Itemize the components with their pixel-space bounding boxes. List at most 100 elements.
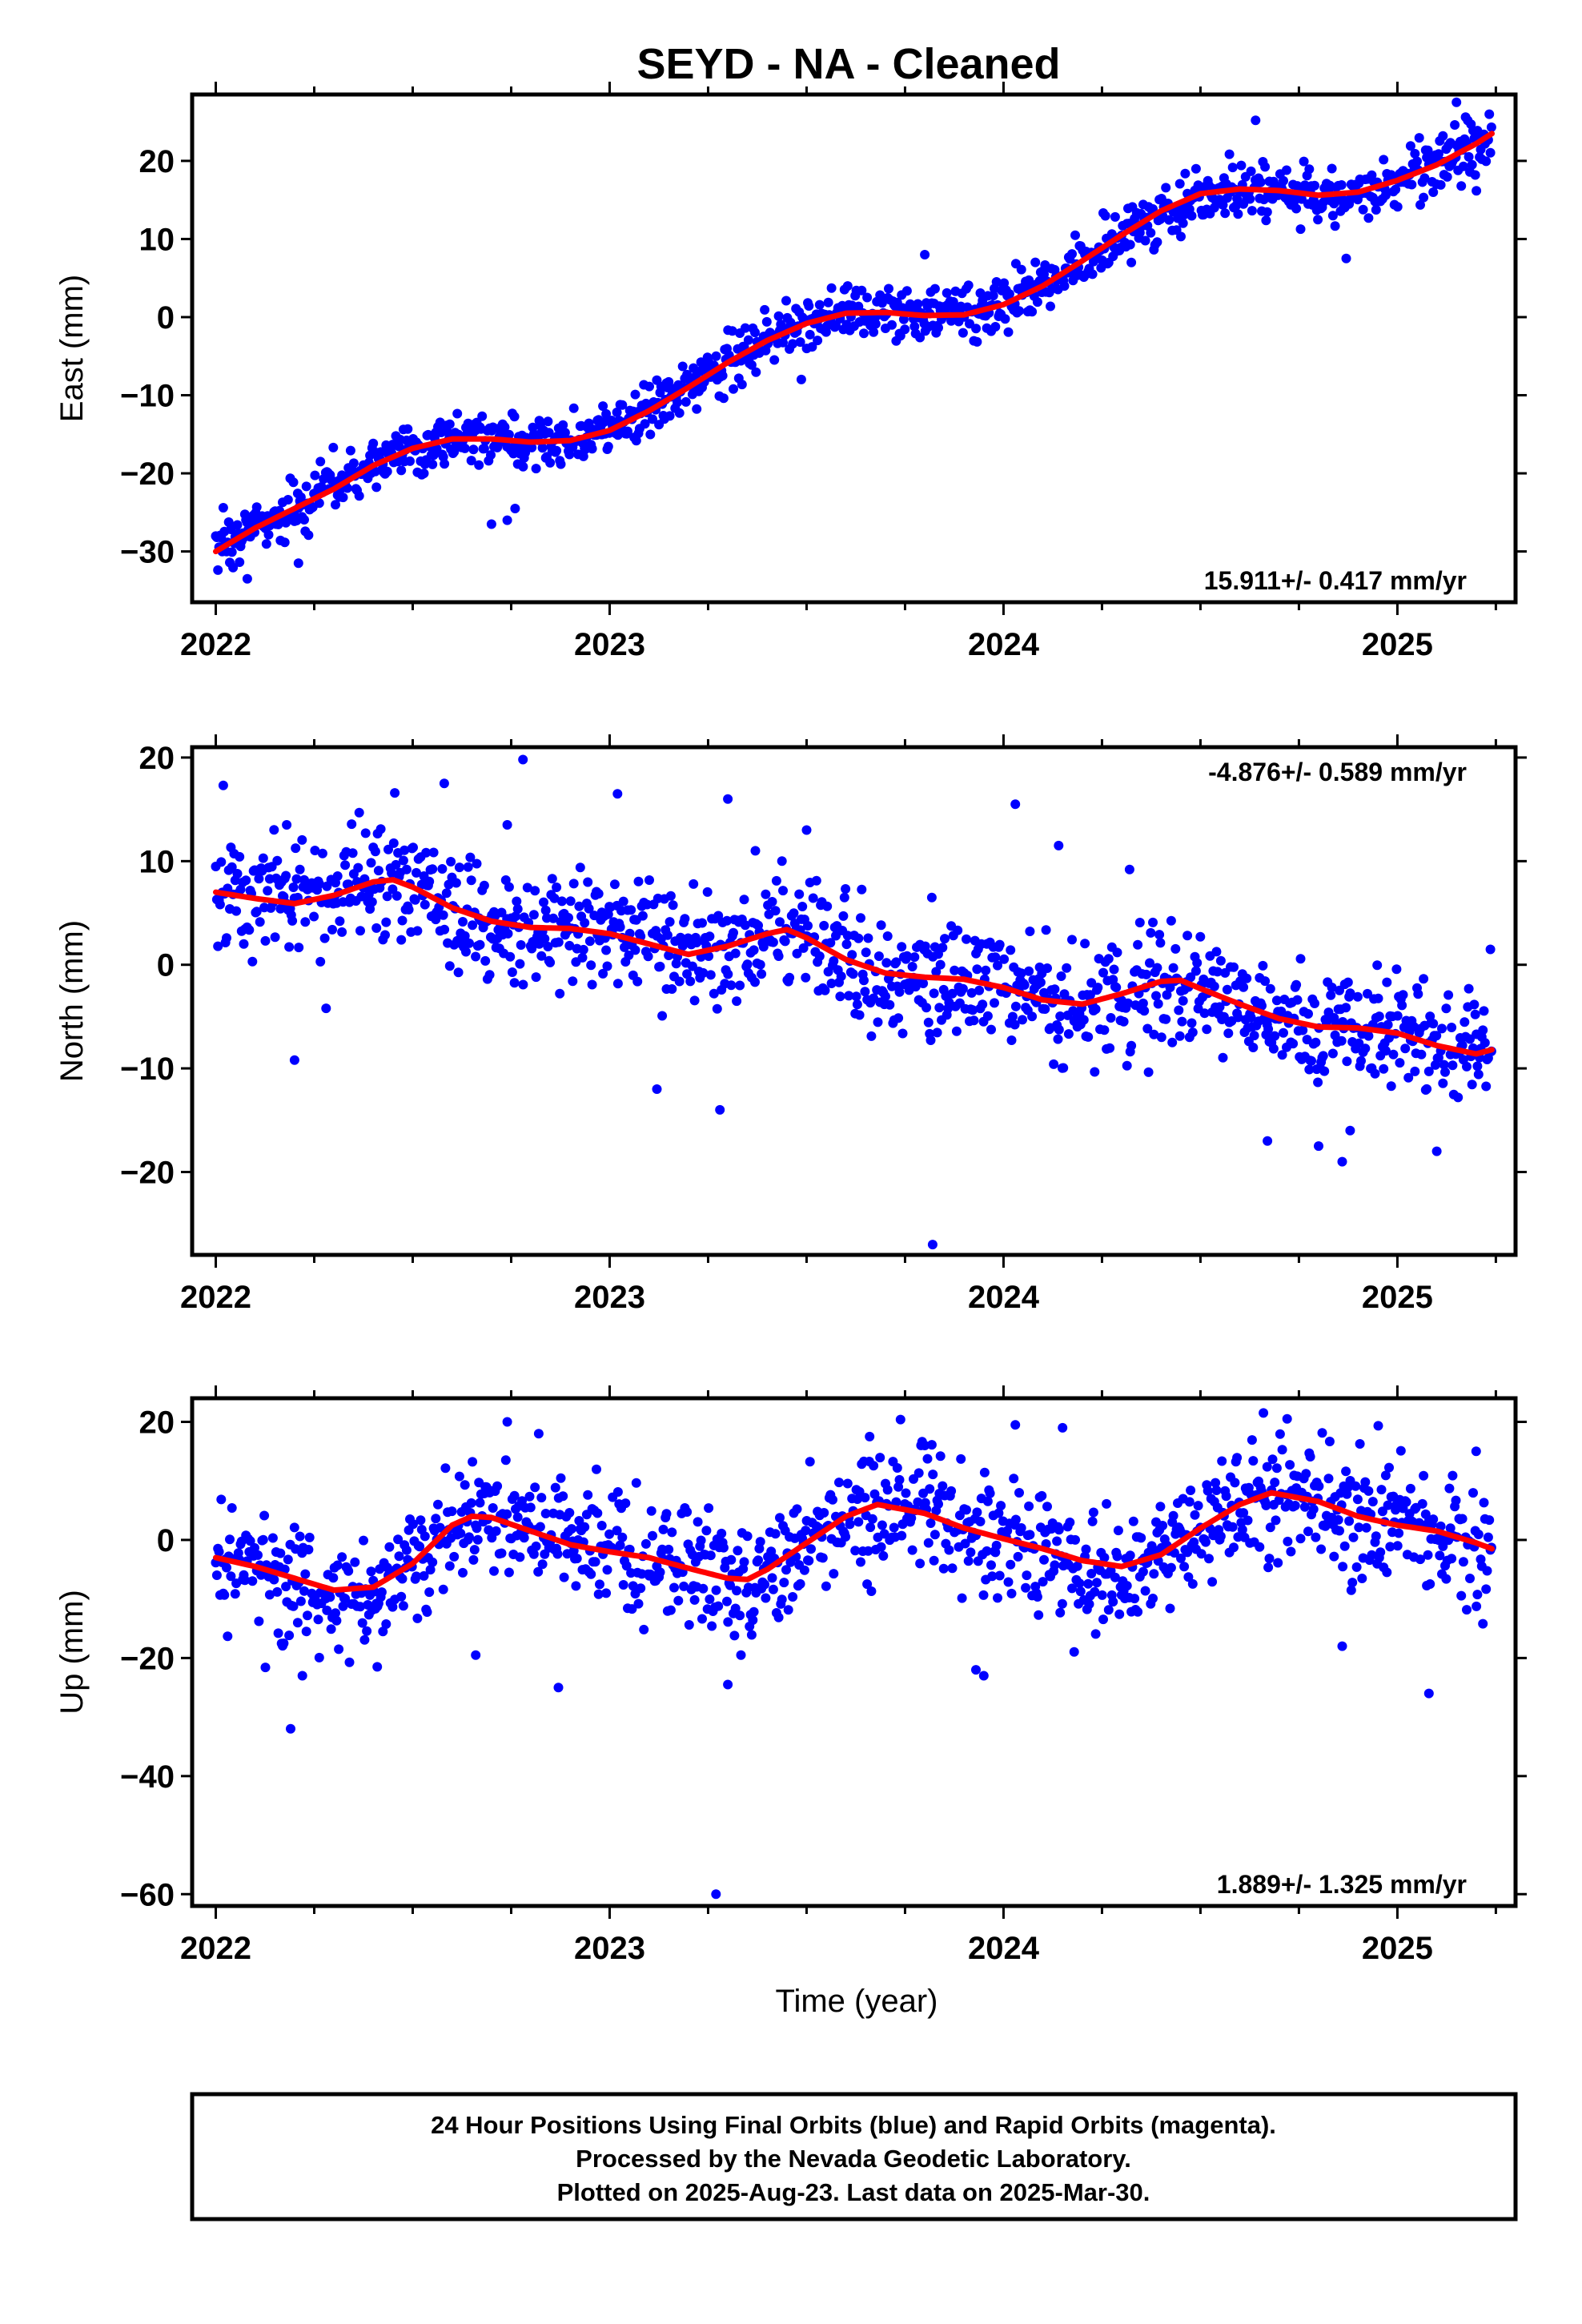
east-data-point [805,329,815,340]
north-data-point [1395,1058,1405,1068]
east-data-point [1003,327,1014,337]
north-data-point [926,1035,936,1045]
east-data-point [303,530,314,541]
north-data-point [966,987,977,998]
north-data-point [1042,963,1052,973]
up-data-point [397,1574,408,1584]
up-data-point [1179,1562,1190,1572]
north-outlier-point [518,754,528,765]
north-data-point [1453,1092,1464,1103]
up-outlier-point [1282,1413,1292,1424]
up-data-point [264,1590,275,1600]
north-data-point [509,978,520,988]
east-data-point [288,477,299,488]
up-data-point [1075,1586,1086,1597]
up-data-point [258,1534,268,1545]
east-outlier-point [486,519,496,529]
north-data-point [540,905,551,915]
north-data-point [798,943,809,953]
north-data-point [852,999,862,1010]
east-data-point [558,420,568,430]
north-data-point [726,980,737,991]
up-data-point [726,1554,737,1565]
up-data-point [496,1548,507,1558]
east-data-point [1024,275,1034,285]
up-data-point [1052,1536,1062,1546]
east-data-point [1484,109,1495,119]
north-data-point [612,979,623,989]
north-data-point [1460,1017,1470,1027]
up-data-point [1108,1597,1118,1607]
north-data-point [1398,990,1408,1000]
up-data-point [1435,1550,1445,1561]
east-data-point [315,456,326,467]
east-data-point [1456,181,1467,191]
up-data-point [488,1503,498,1513]
up-data-point [761,1593,771,1603]
up-data-point [860,1493,870,1503]
north-data-point [1156,1032,1166,1043]
north-data-point [1041,925,1051,935]
up-data-point [530,1482,540,1493]
north-data-point [1443,990,1454,1000]
east-data-point [1067,249,1077,259]
up-y-tick-label: −60 [120,1877,175,1912]
up-data-point [1419,1470,1429,1481]
north-data-point [1212,967,1223,977]
north-data-point [1257,1000,1267,1011]
up-data-point [355,1602,365,1612]
north-data-point [1318,1051,1328,1061]
up-data-point [1193,1501,1203,1511]
east-data-point [1126,257,1137,267]
north-data-point [1018,1015,1027,1025]
north-data-point [1050,984,1060,995]
up-data-point [466,1498,476,1508]
up-data-point [1285,1460,1295,1470]
up-data-point [938,1481,948,1491]
up-data-point [1367,1497,1378,1507]
east-data-point [1282,165,1291,175]
north-data-point [854,1010,865,1020]
up-outlier-point [502,1417,512,1427]
east-data-point [1014,306,1024,316]
north-data-point [866,1031,877,1041]
east-data-point [1110,211,1120,222]
east-data-point [900,324,910,335]
up-data-point [444,1561,455,1571]
north-data-point [1035,977,1046,987]
north-outlier-point [1431,1146,1442,1156]
east-data-point [1392,202,1403,212]
up-data-point [960,1538,970,1549]
east-data-point [718,393,729,404]
north-data-point [771,875,781,886]
east-x-tick-label: 2023 [574,627,645,662]
up-data-point [894,1474,905,1485]
north-data-point [1380,1046,1391,1056]
north-data-point [1258,960,1268,971]
north-data-point [819,920,829,931]
footer-box: 24 Hour Positions Using Final Orbits (bl… [190,2092,1518,2221]
up-data-point [326,1624,336,1634]
up-data-point [1483,1532,1493,1542]
north-data-point [291,843,301,854]
north-data-point [1098,967,1108,978]
east-data-point [314,498,324,509]
north-data-point [580,918,590,928]
north-data-point [552,883,562,892]
east-data-point [479,444,489,454]
north-outlier-point [715,1104,725,1115]
up-data-point [1103,1605,1114,1615]
up-outlier-point [286,1723,295,1734]
north-data-point [1382,977,1392,987]
north-data-point [1249,1031,1259,1041]
north-data-point [420,899,430,910]
up-plot-frame [190,1396,1518,1908]
east-data-point [1336,180,1347,190]
up-data-point [1271,1463,1282,1474]
east-data-point [1030,257,1041,267]
north-data-point [1400,1043,1411,1054]
up-data-point [1423,1550,1433,1560]
north-data-point [281,870,291,881]
up-data-point [1465,1574,1475,1583]
east-data-point [1186,211,1197,221]
